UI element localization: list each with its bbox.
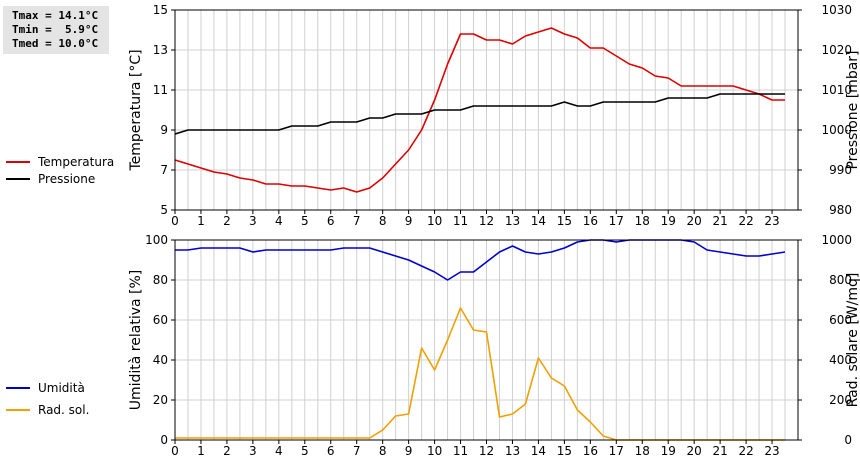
legend-label: Rad. sol. [38,403,89,417]
x-tick-label: 15 [557,444,572,458]
x-tick-label: 10 [427,444,442,458]
y2-tick-label: 1000 [821,233,852,247]
y-tick-label: 40 [153,353,168,367]
y2-tick-label: 200 [829,393,852,407]
x-tick-label: 2 [223,444,231,458]
x-tick-label: 0 [171,214,179,228]
x-tick-label: 1 [197,214,205,228]
x-tick-label: 20 [687,444,702,458]
x-tick-label: 22 [738,444,753,458]
y-tick-label: 13 [153,43,168,57]
y2-tick-label: 1030 [821,3,852,17]
stat-tmin: Tmin = 5.9°C [12,23,99,36]
stat-tmed: Tmed = 10.0°C [12,37,99,50]
x-tick-label: 14 [531,214,546,228]
y-tick-label: 80 [153,273,168,287]
x-tick-label: 6 [327,214,335,228]
x-tick-label: 6 [327,444,335,458]
x-tick-label: 5 [301,444,309,458]
x-tick-label: 21 [712,214,727,228]
y-tick-label: 0 [160,433,168,447]
x-tick-label: 18 [635,444,650,458]
x-tick-label: 13 [505,444,520,458]
x-tick-label: 8 [379,214,387,228]
x-tick-label: 15 [557,214,572,228]
y-tick-label: 9 [160,123,168,137]
x-tick-label: 12 [479,214,494,228]
x-tick-label: 16 [583,444,598,458]
x-tick-label: 2 [223,214,231,228]
x-tick-label: 14 [531,444,546,458]
y-tick-label: 7 [160,163,168,177]
stats-box: Tmax = 14.1°C Tmin = 5.9°C Tmed = 10.0°C [3,6,109,54]
x-tick-label: 19 [661,444,676,458]
y2-tick-label: 1000 [821,123,852,137]
series-line-temp-pressure-0 [174,27,785,193]
y2-tick-label: 980 [829,203,852,217]
y2-tick-label: 600 [829,313,852,327]
y2-tick-label: 400 [829,353,852,367]
x-tick-label: 20 [687,214,702,228]
x-tick-label: 17 [609,214,624,228]
x-tick-label: 9 [405,214,413,228]
y2-tick-label: 990 [829,163,852,177]
series-line-humidity-radiation-0 [175,239,786,281]
y-tick-label: 15 [153,3,168,17]
x-tick-label: 7 [353,214,361,228]
x-tick-label: 23 [764,444,779,458]
y-tick-label: 100 [145,233,168,247]
x-tick-label: 3 [249,214,257,228]
x-tick-label: 19 [661,214,676,228]
x-tick-label: 23 [764,214,779,228]
y-axis-title: Temperatura [°C] [128,49,144,171]
y2-tick-label: 800 [829,273,852,287]
x-tick-label: 8 [379,444,387,458]
x-tick-label: 3 [249,444,257,458]
x-tick-label: 16 [583,214,598,228]
legend-label: Umidità [38,381,85,395]
x-tick-label: 4 [275,214,283,228]
y2-tick-label: 0 [844,433,852,447]
x-tick-label: 5 [301,214,309,228]
y2-tick-label: 1020 [821,43,852,57]
y-tick-label: 60 [153,313,168,327]
x-tick-label: 18 [635,214,650,228]
y2-axis-title: Rad. solare [W/mq] [845,273,860,408]
stat-tmax: Tmax = 14.1°C [12,9,99,22]
y-tick-label: 11 [153,83,168,97]
x-tick-label: 1 [197,444,205,458]
series-line-humidity-radiation-1 [175,307,785,441]
x-tick-label: 7 [353,444,361,458]
x-tick-label: 13 [505,214,520,228]
x-tick-label: 22 [738,214,753,228]
x-tick-label: 11 [453,214,468,228]
y-axis-title: Umidità relativa [%] [128,270,144,411]
x-tick-label: 4 [275,444,283,458]
x-tick-label: 0 [171,444,179,458]
legend-label: Pressione [38,172,95,186]
x-tick-label: 9 [405,444,413,458]
x-tick-label: 17 [609,444,624,458]
x-tick-label: 11 [453,444,468,458]
x-tick-label: 12 [479,444,494,458]
y-tick-label: 5 [160,203,168,217]
y-tick-label: 20 [153,393,168,407]
x-tick-label: 10 [427,214,442,228]
y2-tick-label: 1010 [821,83,852,97]
legend-label: Temperatura [37,155,114,169]
series-line-temp-pressure-1 [174,93,785,135]
y2-axis-title: Pressione [mbar] [845,50,860,169]
x-tick-label: 21 [712,444,727,458]
